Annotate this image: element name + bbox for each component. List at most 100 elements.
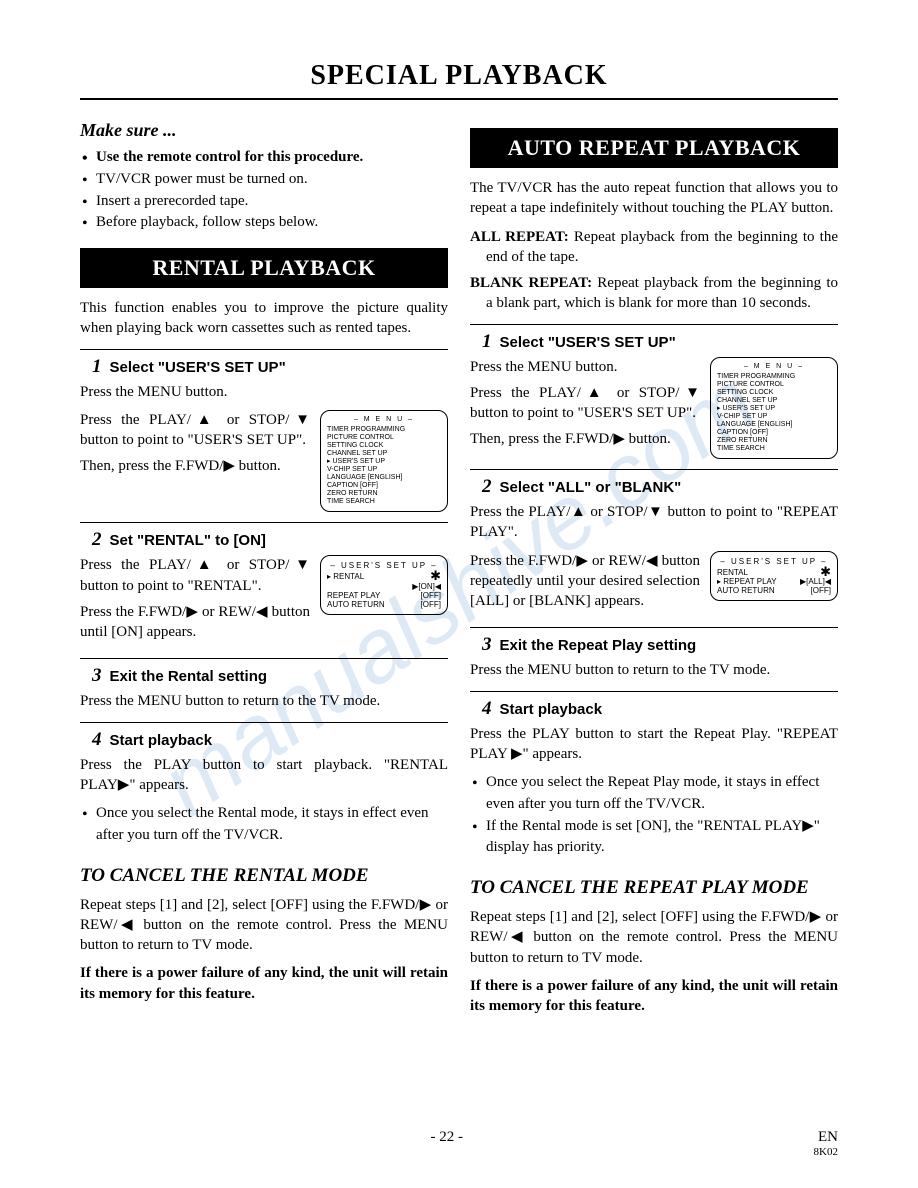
blank-repeat-term: BLANK REPEAT: (470, 275, 592, 291)
step3-p1: Press the MENU button to return to the T… (80, 691, 448, 711)
r-step2-row: Press the F.FWD/▶ or REW/◀ button repeat… (470, 551, 838, 618)
step4-bullets: Once you select the Rental mode, it stay… (80, 803, 448, 847)
r-step2-p2: Press the F.FWD/▶ or REW/◀ button repeat… (470, 551, 700, 612)
make-sure-heading: Make sure ... (80, 120, 448, 141)
osd-row: USER'S SET UP (717, 405, 831, 413)
columns: Make sure ... Use the remote control for… (80, 120, 838, 1016)
make-sure-list: Use the remote control for this procedur… (80, 147, 448, 234)
page-number: - 22 - (80, 1129, 814, 1158)
r-step1-row: Press the MENU button. Press the PLAY/▲ … (470, 357, 838, 460)
step4-p1: Press the PLAY button to start playback.… (80, 755, 448, 796)
page-footer: - 22 - EN 8K02 (0, 1129, 918, 1158)
osd-row: LANGUAGE [ENGLISH] (717, 421, 831, 429)
menu-osd-box: – M E N U – TIMER PROGRAMMING PICTURE CO… (710, 357, 838, 460)
osd-row: REPEAT PLAY[OFF] (327, 591, 441, 600)
left-column: Make sure ... Use the remote control for… (80, 120, 448, 1016)
osd-row: ▶[ON]◀ (327, 582, 441, 591)
all-repeat-def: ALL REPEAT: Repeat playback from the beg… (470, 227, 838, 268)
list-item: TV/VCR power must be turned on. (80, 169, 448, 191)
step4-head: 4Start playback (92, 729, 448, 751)
page: SPECIAL PLAYBACK Make sure ... Use the r… (0, 0, 918, 1066)
r-step2-title: Select "ALL" or "BLANK" (500, 479, 682, 496)
auto-repeat-intro: The TV/VCR has the auto repeat function … (470, 178, 838, 219)
osd-val: [OFF] (811, 586, 831, 595)
list-item: Insert a prerecorded tape. (80, 191, 448, 213)
osd-label: RENTAL (717, 568, 748, 577)
rental-playback-header: RENTAL PLAYBACK (80, 248, 448, 288)
osd-row: SETTING CLOCK (717, 389, 831, 397)
list-item: Before playback, follow steps below. (80, 212, 448, 234)
step3-title: Exit the Rental setting (110, 668, 268, 685)
step1-head: 1Select "USER'S SET UP" (92, 356, 448, 378)
osd-val: ▶[ALL]◀ (800, 577, 831, 586)
separator (470, 691, 838, 692)
osd-val: [OFF] (421, 591, 441, 600)
osd-val: ▶[ON]◀ (412, 582, 441, 591)
separator (470, 469, 838, 470)
osd-label: AUTO RETURN (717, 586, 775, 595)
usersetup-osd-box: – USER'S SET UP – RENTAL✱ ▸ REPEAT PLAY▶… (710, 551, 838, 602)
r-step4-title: Start playback (500, 701, 603, 718)
osd-val: [OFF] (421, 600, 441, 609)
cancel-repeat-head: TO CANCEL THE REPEAT PLAY MODE (470, 877, 838, 899)
r-step3-title: Exit the Repeat Play setting (500, 637, 697, 654)
doc-code: 8K02 (814, 1146, 838, 1158)
step1-p3: Then, press the F.FWD/▶ button. (80, 456, 310, 476)
step1-p1: Press the MENU button. (80, 382, 448, 402)
lang-code: EN (818, 1129, 838, 1145)
step1-text: Press the PLAY/▲ or STOP/▼ button to poi… (80, 410, 310, 483)
cancel-rental-head: TO CANCEL THE RENTAL MODE (80, 865, 448, 887)
page-title: SPECIAL PLAYBACK (80, 60, 838, 92)
step1-row: Press the PLAY/▲ or STOP/▼ button to poi… (80, 410, 448, 513)
step1-p2: Press the PLAY/▲ or STOP/▼ button to poi… (80, 410, 310, 451)
footer-right: EN 8K02 (814, 1129, 838, 1158)
osd-row: TIME SEARCH (327, 498, 441, 506)
osd-row: TIME SEARCH (717, 445, 831, 453)
r-step1-p1: Press the MENU button. (470, 357, 700, 377)
osd-row: USER'S SET UP (327, 458, 441, 466)
r-step4-head: 4Start playback (482, 698, 838, 720)
r-step1-p2: Press the PLAY/▲ or STOP/▼ button to poi… (470, 383, 700, 424)
osd-row: RENTAL✱ (717, 568, 831, 577)
osd-row: CHANNEL SET UP (717, 397, 831, 405)
osd-title: – USER'S SET UP – (327, 561, 441, 570)
usersetup-osd-box: – USER'S SET UP – ▸ RENTAL✱ ▶[ON]◀ REPEA… (320, 555, 448, 615)
r-step2-head: 2Select "ALL" or "BLANK" (482, 476, 838, 498)
right-column: AUTO REPEAT PLAYBACK The TV/VCR has the … (470, 120, 838, 1016)
osd-title: – USER'S SET UP – (717, 557, 831, 566)
step2-text: Press the PLAY/▲ or STOP/▼ button to poi… (80, 555, 310, 648)
osd-row: CHANNEL SET UP (327, 450, 441, 458)
all-repeat-term: ALL REPEAT: (470, 229, 569, 245)
r-step4-bullets: Once you select the Repeat Play mode, it… (470, 772, 838, 859)
step4-title: Start playback (110, 732, 213, 749)
title-rule (80, 98, 838, 100)
osd-row: PICTURE CONTROL (717, 381, 831, 389)
r-step3-head: 3Exit the Repeat Play setting (482, 634, 838, 656)
auto-repeat-header: AUTO REPEAT PLAYBACK (470, 128, 838, 168)
separator (470, 627, 838, 628)
r-step2-p1: Press the PLAY/▲ or STOP/▼ button to poi… (470, 502, 838, 543)
separator (80, 722, 448, 723)
separator (80, 522, 448, 523)
r-step1-head: 1Select "USER'S SET UP" (482, 331, 838, 353)
r-step1-title: Select "USER'S SET UP" (500, 334, 676, 351)
blank-repeat-def: BLANK REPEAT: Repeat playback from the b… (470, 273, 838, 314)
osd-row: LANGUAGE [ENGLISH] (327, 474, 441, 482)
r-step3-p1: Press the MENU button to return to the T… (470, 660, 838, 680)
osd-row: V-CHIP SET UP (717, 413, 831, 421)
osd-row: ZERO RETURN (327, 490, 441, 498)
rental-intro: This function enables you to improve the… (80, 298, 448, 339)
osd-label: AUTO RETURN (327, 600, 385, 609)
osd-row: AUTO RETURN [OFF] (717, 586, 831, 595)
osd-row: TIMER PROGRAMMING (327, 426, 441, 434)
step2-p1: Press the PLAY/▲ or STOP/▼ button to poi… (80, 555, 310, 596)
power-failure-note: If there is a power failure of any kind,… (470, 976, 838, 1017)
osd-label: RENTAL (333, 572, 364, 581)
list-item: Use the remote control for this procedur… (80, 147, 448, 169)
osd-row: PICTURE CONTROL (327, 434, 441, 442)
osd-row: CAPTION [OFF] (717, 429, 831, 437)
osd-row: ▸ RENTAL✱ (327, 572, 441, 581)
osd-row: CAPTION [OFF] (327, 482, 441, 490)
cancel-rental-body: Repeat steps [1] and [2], select [OFF] u… (80, 895, 448, 956)
list-item: If the Rental mode is set [ON], the "REN… (470, 816, 838, 860)
